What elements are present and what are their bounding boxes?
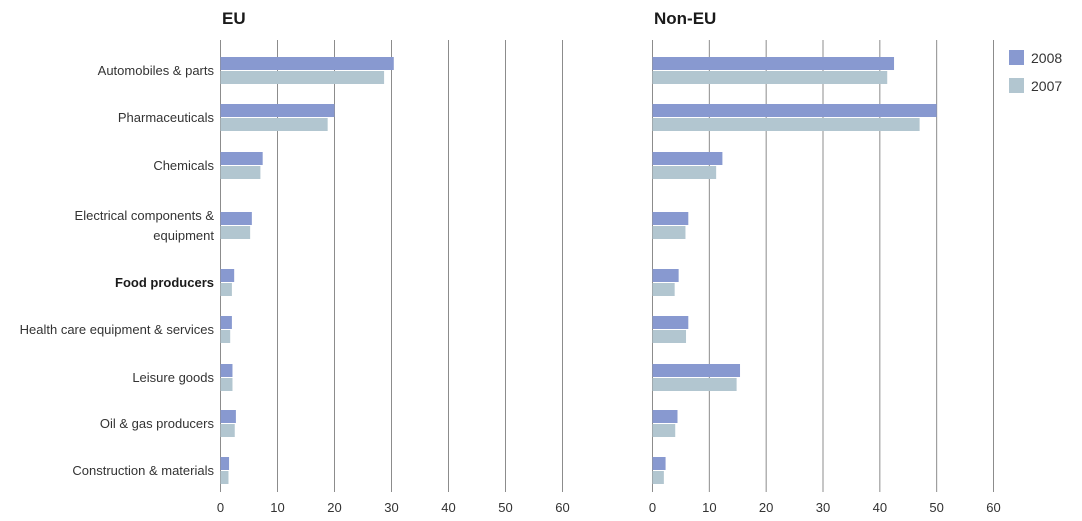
legend-label: 2007 (1031, 78, 1062, 94)
x-tick-label: 10 (270, 500, 284, 515)
x-tick-label: 20 (759, 500, 773, 515)
bar (652, 166, 717, 179)
x-tick-label: 40 (441, 500, 455, 515)
bar (652, 471, 664, 484)
category-label: Food producers (115, 275, 214, 290)
x-tick-label: 0 (217, 500, 224, 515)
category-label: Chemicals (153, 158, 214, 173)
category-label: Oil & gas producers (100, 416, 215, 431)
bar (220, 118, 328, 131)
bar (652, 330, 687, 343)
bar (652, 71, 888, 84)
bar (652, 118, 920, 131)
bar (652, 283, 675, 296)
bar (220, 57, 394, 70)
bar (652, 457, 666, 470)
bar (220, 316, 232, 329)
category-label: Health care equipment & services (20, 322, 215, 337)
bar (652, 57, 895, 70)
bar (652, 152, 723, 165)
x-tick-label: 50 (929, 500, 943, 515)
category-label: Construction & materials (72, 463, 214, 478)
bar (220, 212, 252, 225)
x-tick-label: 30 (384, 500, 398, 515)
category-label: Electrical components & equipment (75, 208, 215, 243)
bar (220, 424, 235, 437)
x-tick-label: 40 (873, 500, 887, 515)
x-tick-label: 0 (649, 500, 656, 515)
x-tick-label: 50 (498, 500, 512, 515)
bar (220, 378, 233, 391)
bar (220, 226, 251, 239)
legend-swatch (1009, 50, 1024, 65)
x-tick-label: 20 (327, 500, 341, 515)
bar (652, 364, 741, 377)
bar (220, 471, 229, 484)
bar (220, 330, 231, 343)
category-label: Leisure goods (132, 370, 214, 385)
bar (652, 212, 689, 225)
x-tick-label: 60 (555, 500, 569, 515)
legend-swatch (1009, 78, 1024, 93)
bar (220, 269, 235, 282)
bar (652, 104, 937, 117)
bar (220, 410, 236, 423)
bar (220, 152, 263, 165)
bar (220, 104, 335, 117)
bar (652, 226, 686, 239)
category-label: Pharmaceuticals (118, 110, 215, 125)
x-tick-label: 10 (702, 500, 716, 515)
bar (652, 269, 679, 282)
bar (220, 166, 261, 179)
x-tick-label: 30 (816, 500, 830, 515)
category-label: Automobiles & parts (98, 63, 215, 78)
bar (220, 457, 230, 470)
bar (652, 378, 737, 391)
panel-title: EU (222, 9, 246, 28)
panel-title: Non-EU (654, 9, 716, 28)
bar (652, 424, 676, 437)
bar (220, 283, 232, 296)
bar (652, 316, 689, 329)
x-tick-label: 60 (986, 500, 1000, 515)
legend-label: 2008 (1031, 50, 1062, 66)
bar (220, 71, 385, 84)
bar (220, 364, 233, 377)
bar (652, 410, 678, 423)
